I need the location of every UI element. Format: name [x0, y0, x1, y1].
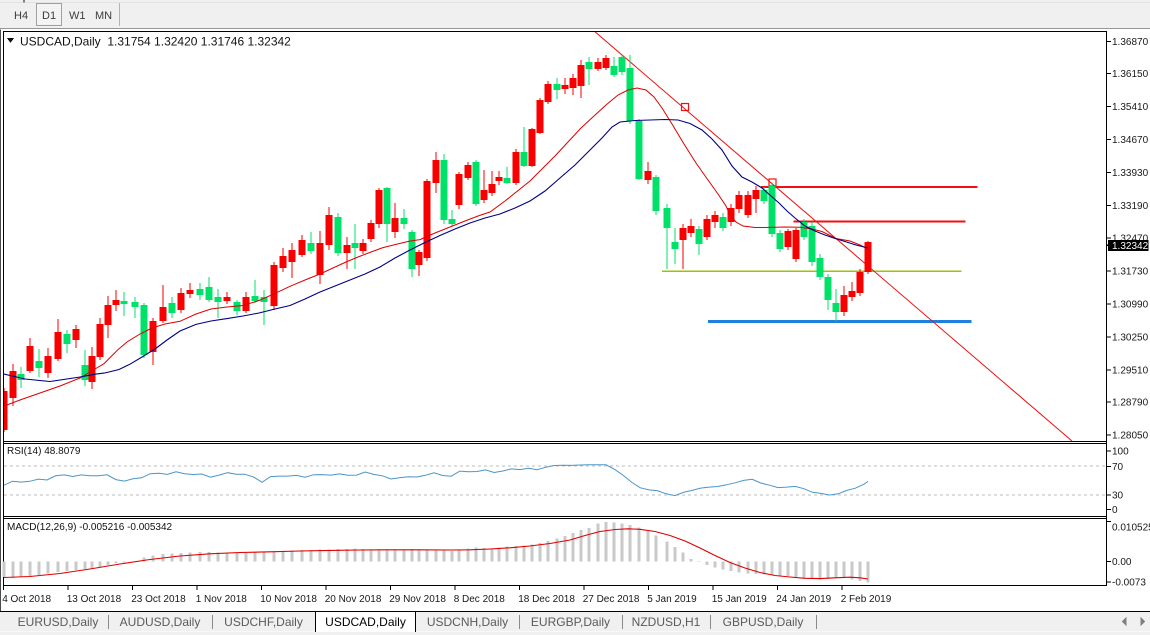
svg-text:10 Nov 2018: 10 Nov 2018 — [260, 594, 317, 605]
svg-text:29 Nov 2018: 29 Nov 2018 — [389, 594, 446, 605]
svg-text:1.29510: 1.29510 — [1112, 365, 1149, 376]
svg-text:EURUSD,Daily: EURUSD,Daily — [18, 615, 99, 629]
svg-text:USDCHF,Daily: USDCHF,Daily — [224, 615, 303, 629]
svg-text:1.36150: 1.36150 — [1112, 69, 1149, 80]
svg-text:AUDUSD,Daily: AUDUSD,Daily — [120, 615, 201, 629]
svg-text:70: 70 — [1112, 462, 1124, 473]
svg-text:GBPUSD,Daily: GBPUSD,Daily — [723, 615, 804, 629]
svg-text:NZDUSD,H1: NZDUSD,H1 — [632, 615, 701, 629]
svg-text:1.32470: 1.32470 — [1112, 233, 1149, 244]
svg-text:D1: D1 — [42, 10, 56, 22]
svg-text:5 Jan 2019: 5 Jan 2019 — [647, 594, 697, 605]
svg-text:1.34670: 1.34670 — [1112, 135, 1149, 146]
svg-text:1.33190: 1.33190 — [1112, 201, 1149, 212]
svg-text:23 Oct 2018: 23 Oct 2018 — [131, 594, 186, 605]
svg-text:20 Nov 2018: 20 Nov 2018 — [325, 594, 382, 605]
svg-text:EURGBP,Daily: EURGBP,Daily — [531, 615, 610, 629]
svg-text:0.00: 0.00 — [1112, 557, 1132, 568]
svg-text:MN: MN — [95, 10, 112, 22]
svg-text:30: 30 — [1112, 490, 1124, 501]
svg-text:1.28790: 1.28790 — [1112, 398, 1149, 409]
svg-text:1.28050: 1.28050 — [1112, 431, 1149, 442]
svg-text:MACD(12,26,9) -0.005216 -0.005: MACD(12,26,9) -0.005216 -0.005342 — [7, 522, 173, 533]
svg-text:24 Jan 2019: 24 Jan 2019 — [776, 594, 831, 605]
svg-text:18 Dec 2018: 18 Dec 2018 — [518, 594, 575, 605]
svg-text:1.35410: 1.35410 — [1112, 102, 1149, 113]
svg-text:100: 100 — [1112, 447, 1129, 458]
svg-text:8 Dec 2018: 8 Dec 2018 — [454, 594, 506, 605]
svg-text:USDCAD,Daily: USDCAD,Daily — [325, 615, 406, 629]
svg-text:RSI(14) 48.8079: RSI(14) 48.8079 — [7, 446, 81, 457]
svg-text:0: 0 — [1112, 505, 1118, 516]
svg-text:4 Oct 2018: 4 Oct 2018 — [2, 594, 51, 605]
svg-text:USDCNH,Daily: USDCNH,Daily — [427, 615, 508, 629]
svg-text:1.32342: 1.32342 — [1112, 241, 1149, 252]
svg-text:W1: W1 — [69, 10, 86, 22]
svg-text:1.33930: 1.33930 — [1112, 168, 1149, 179]
svg-text:13 Oct 2018: 13 Oct 2018 — [67, 594, 122, 605]
svg-text:-0.0073: -0.0073 — [1112, 578, 1146, 589]
svg-text:1.31730: 1.31730 — [1112, 266, 1149, 277]
svg-text:USDCAD,Daily 1.31754 1.32420: USDCAD,Daily 1.31754 1.32420 1.31746 1.3… — [20, 35, 291, 49]
svg-text:H4: H4 — [14, 10, 28, 22]
svg-text:15 Jan 2019: 15 Jan 2019 — [712, 594, 767, 605]
svg-text:27 Dec 2018: 27 Dec 2018 — [583, 594, 640, 605]
svg-text:2 Feb 2019: 2 Feb 2019 — [841, 594, 892, 605]
svg-text:1.36870: 1.36870 — [1112, 37, 1149, 48]
svg-text:1 Nov 2018: 1 Nov 2018 — [196, 594, 248, 605]
svg-text:1.30990: 1.30990 — [1112, 299, 1149, 310]
svg-text:1.30250: 1.30250 — [1112, 332, 1149, 343]
svg-text:0.010525: 0.010525 — [1112, 523, 1150, 534]
